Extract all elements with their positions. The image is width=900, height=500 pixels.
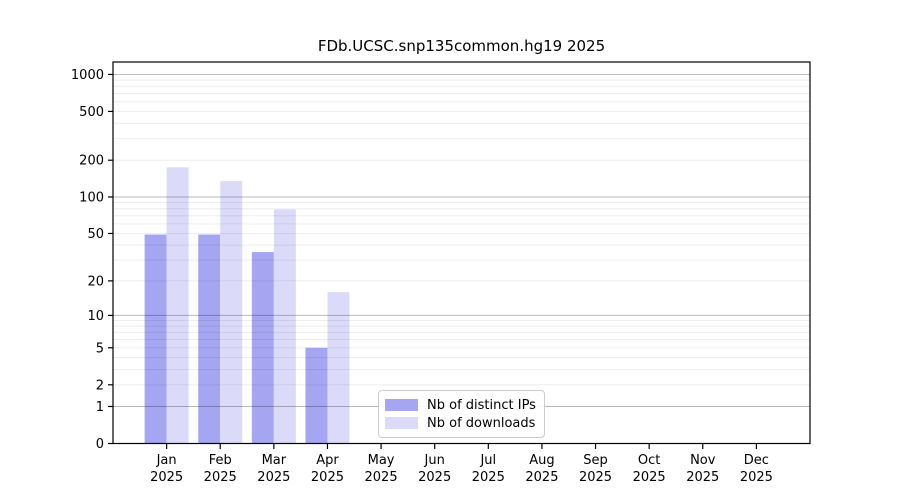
- x-axis-tick-label: Jun: [424, 453, 445, 468]
- y-axis-tick-label: 500: [79, 105, 104, 120]
- chart-title: FDb.UCSC.snp135common.hg19 2025: [317, 37, 606, 55]
- legend-swatch-distinct-ips: [385, 399, 418, 411]
- x-axis-tick-label: Dec: [744, 453, 769, 468]
- x-axis-tick-label-year: 2025: [365, 470, 398, 485]
- x-axis-tick-label-year: 2025: [311, 470, 344, 485]
- y-axis-tick-label: 1: [96, 400, 104, 415]
- bar-distinct-ips: [305, 347, 328, 444]
- bar-downloads: [220, 181, 243, 444]
- x-axis-tick-label-year: 2025: [525, 470, 558, 485]
- x-axis-tick-label: Mar: [262, 453, 287, 468]
- y-axis-tick-label: 20: [87, 274, 104, 289]
- x-axis-tick-label-year: 2025: [579, 470, 612, 485]
- legend-swatch-downloads: [385, 417, 418, 429]
- x-axis-tick-label: Feb: [209, 453, 232, 468]
- x-axis-tick-label-year: 2025: [257, 470, 290, 485]
- y-axis-tick-label: 200: [79, 154, 104, 169]
- y-axis-tick-label: 100: [79, 190, 104, 205]
- x-axis-tick-label: Sep: [583, 453, 608, 468]
- y-axis-tick-label: 50: [87, 227, 104, 242]
- bar-distinct-ips: [251, 252, 274, 444]
- x-axis-tick-label: Aug: [529, 453, 554, 468]
- legend-item-downloads: Nb of downloads: [385, 416, 536, 431]
- bar-distinct-ips: [198, 234, 221, 444]
- x-axis-tick-label-year: 2025: [633, 470, 666, 485]
- y-axis-tick-label: 1000: [71, 68, 104, 83]
- x-axis-tick-label: Nov: [690, 453, 716, 468]
- legend-item-distinct-ips: Nb of distinct IPs: [385, 398, 536, 413]
- legend: Nb of distinct IPs Nb of downloads: [378, 390, 545, 438]
- x-axis-tick-label: Jan: [156, 453, 177, 468]
- bar-downloads: [166, 167, 189, 444]
- x-axis-tick-label-year: 2025: [418, 470, 451, 485]
- bar-distinct-ips: [144, 234, 167, 444]
- bar-downloads: [273, 209, 296, 444]
- x-axis-tick-label-year: 2025: [686, 470, 719, 485]
- x-axis-tick-label: Apr: [316, 453, 339, 468]
- y-axis-tick-label: 2: [96, 378, 104, 393]
- x-axis-tick-label-year: 2025: [150, 470, 183, 485]
- legend-label-downloads: Nb of downloads: [427, 415, 536, 431]
- x-axis-tick-label-year: 2025: [204, 470, 237, 485]
- x-axis-tick-label: Oct: [638, 453, 660, 468]
- y-axis-tick-label: 5: [96, 341, 104, 356]
- legend-label-distinct-ips: Nb of distinct IPs: [427, 397, 536, 413]
- axis-frame: [112, 61, 811, 445]
- y-axis-tick-label: 0: [96, 437, 104, 452]
- x-axis-tick-label-year: 2025: [740, 470, 773, 485]
- x-axis-tick-label-year: 2025: [472, 470, 505, 485]
- bar-downloads: [327, 292, 350, 444]
- y-axis-tick-label: 10: [87, 309, 104, 324]
- x-axis-tick-label: Jul: [479, 453, 496, 468]
- x-axis-tick-label: May: [368, 453, 395, 468]
